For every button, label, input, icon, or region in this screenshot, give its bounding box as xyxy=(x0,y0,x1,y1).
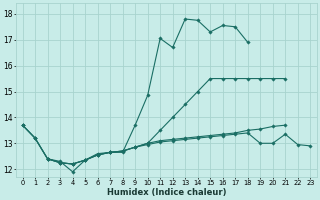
X-axis label: Humidex (Indice chaleur): Humidex (Indice chaleur) xyxy=(107,188,226,197)
